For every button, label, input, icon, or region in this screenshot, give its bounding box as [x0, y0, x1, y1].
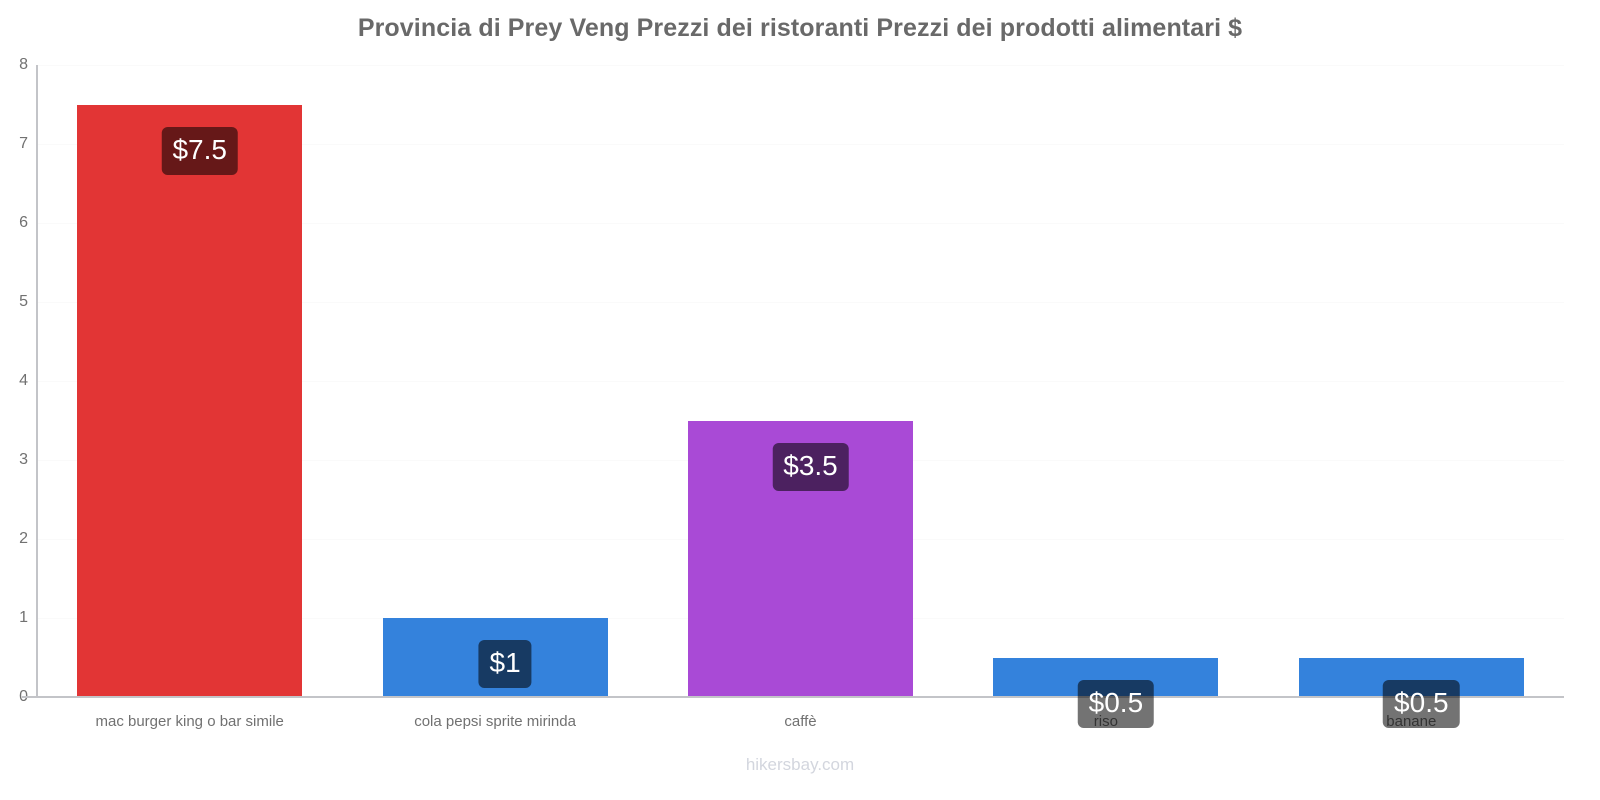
gridline — [37, 302, 1564, 303]
footer-watermark: hikersbay.com — [745, 755, 855, 774]
y-axis-tick-label: 2 — [19, 530, 28, 547]
x-axis-category-label: caffè — [784, 713, 817, 730]
bar-value-label: $3.5 — [772, 442, 849, 491]
y-axis-tick-label: 6 — [19, 214, 28, 231]
x-axis-category-label: mac burger king o bar simile — [95, 713, 284, 730]
chart-title: Provincia di Prey Veng Prezzi dei ristor… — [357, 14, 1243, 42]
y-axis-tick-label: 4 — [19, 372, 28, 389]
bar-value-label: $0.5 — [1383, 679, 1460, 728]
y-axis-tick-label: 1 — [19, 609, 28, 626]
gridline — [37, 223, 1564, 224]
plot-area — [37, 65, 1564, 697]
gridline — [37, 144, 1564, 145]
y-axis-tick-label: 8 — [19, 56, 28, 73]
bar-value-label: $1 — [478, 640, 532, 688]
bar[interactable] — [77, 104, 303, 697]
x-axis-line — [22, 696, 1564, 698]
bar-value-label: $7.5 — [161, 126, 238, 175]
gridline — [37, 65, 1564, 66]
y-axis-line — [36, 65, 38, 698]
y-axis-tick-label: 7 — [19, 135, 28, 152]
bar-value-label: $0.5 — [1077, 679, 1155, 728]
x-axis-category-label: cola pepsi sprite mirinda — [414, 713, 576, 730]
gridline — [37, 381, 1564, 382]
y-axis-tick-label: 3 — [19, 451, 28, 468]
y-axis-tick-label: 5 — [19, 293, 28, 310]
y-axis-ticks: 012345678 — [0, 57, 28, 705]
